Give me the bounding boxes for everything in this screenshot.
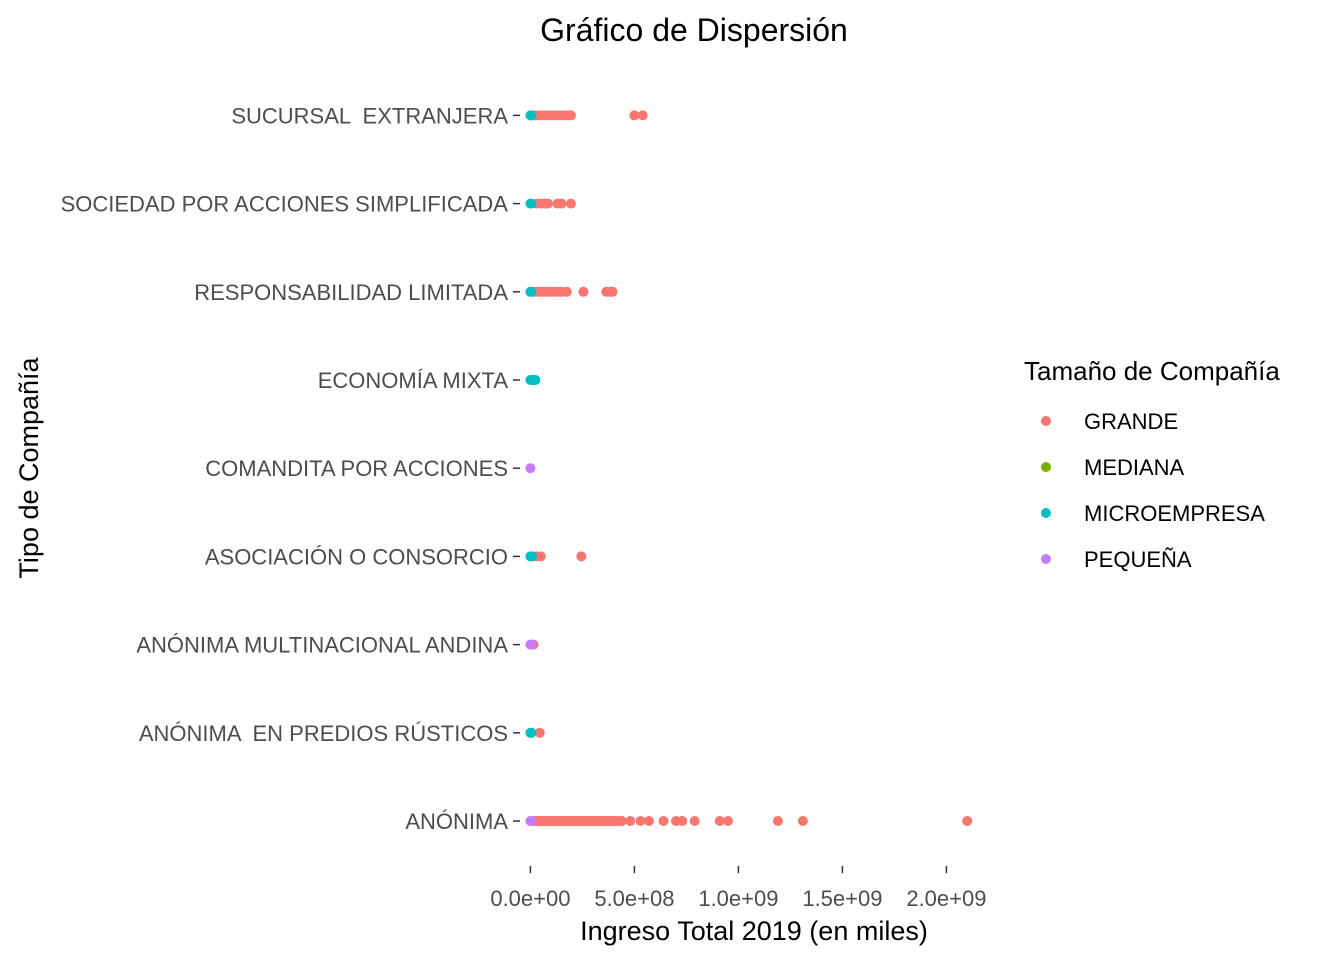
x-tick-label-0.0e+00: 0.0e+00 [490,886,570,911]
point-microempresa [526,727,537,738]
y-tick-label-sociedad-por-acciones-simplificada: SOCIEDAD POR ACCIONES SIMPLIFICADA [61,192,509,217]
legend-label-mediana: MEDIANA [1084,455,1185,480]
point-grande [677,816,688,826]
y-tick-label-asociacion-o-consorcio: ASOCIACIÓN O CONSORCIO [205,544,508,569]
x-axis-title: Ingreso Total 2019 (en miles) [580,916,928,946]
y-axis: ANÓNIMA ANÓNIMA EN PREDIOS RÚSTICOS ANÓNIM… [61,103,520,834]
legend-label-microempresa: MICROEMPRESA [1084,501,1265,526]
point-microempresa [530,375,541,385]
point-grande [535,551,546,562]
point-grande [578,286,589,297]
point-grande [658,816,669,826]
x-tick-label-5.0e+08: 5.0e+08 [594,886,674,911]
legend-item-mediana: MEDIANA [1041,455,1185,480]
y-tick-label-comandita-por-acciones: COMANDITA POR ACCIONES [205,456,508,481]
x-axis: 0.0e+00 5.0e+08 1.0e+09 1.5e+09 2.0e+09 [490,866,986,911]
point-grande [629,110,640,121]
x-tick-label-1.0e+09: 1.0e+09 [698,886,778,911]
x-tick-label-2.0e+09: 2.0e+09 [906,886,986,911]
series-pequena [525,463,537,826]
y-tick-label-economia-mixta: ECONOMÍA MIXTA [318,368,509,393]
y-tick-label-anonima: ANÓNIMA [405,809,508,834]
series-grande [527,110,973,826]
point-grande [962,816,973,826]
y-tick-label-responsabilidad-limitada: RESPONSABILIDAD LIMITADA [194,280,508,305]
point-grande [625,816,636,826]
point-microempresa [527,551,538,562]
legend-item-grande: GRANDE [1041,409,1178,434]
series-microempresa [525,110,541,738]
point-grande [797,816,808,826]
legend: Tamaño de Compañía GRANDE MEDIANA MICROEMP… [1024,356,1280,572]
y-axis-title: Tipo de Compañía [14,356,44,578]
legend-key-microempresa [1041,508,1051,518]
point-grande [534,727,545,738]
legend-key-grande [1041,416,1051,426]
point-microempresa [526,286,537,297]
legend-title: Tamaño de Compañía [1024,356,1280,386]
point-microempresa [526,198,537,209]
chart-title: Gráfico de Dispersión [540,12,848,48]
legend-key-mediana [1041,462,1051,472]
x-tick-label-1.5e+09: 1.5e+09 [802,886,882,911]
point-grande [565,110,576,121]
point-grande [689,816,700,826]
point-grande [637,110,648,121]
point-pequena [526,639,537,650]
point-grande [635,816,646,826]
point-grande [543,198,554,209]
point-grande [565,198,576,209]
point-grande [714,816,725,826]
point-grande [616,816,627,826]
point-grande [556,198,567,209]
point-grande [561,286,572,297]
point-grande [723,816,733,826]
point-grande [607,286,618,297]
y-tick-label-anonima-en-predios-rusticos: ANÓNIMA EN PREDIOS RÚSTICOS [139,721,508,746]
y-tick-label-sucursal-extranjera: SUCURSAL EXTRANJERA [231,103,508,128]
point-pequena [526,816,537,826]
point-grande [643,816,654,826]
data-points [525,110,973,826]
legend-key-pequena [1041,554,1051,564]
legend-label-pequena: PEQUEÑA [1084,547,1192,572]
y-tick-label-anonima-multinacional-andina: ANÓNIMA MULTINACIONAL ANDINA [136,633,508,658]
point-grande [576,551,587,562]
point-pequena [525,463,536,474]
legend-item-pequena: PEQUEÑA [1041,547,1192,572]
point-microempresa [526,110,537,121]
legend-label-grande: GRANDE [1084,409,1178,434]
legend-item-microempresa: MICROEMPRESA [1041,501,1265,526]
point-grande [772,816,783,826]
